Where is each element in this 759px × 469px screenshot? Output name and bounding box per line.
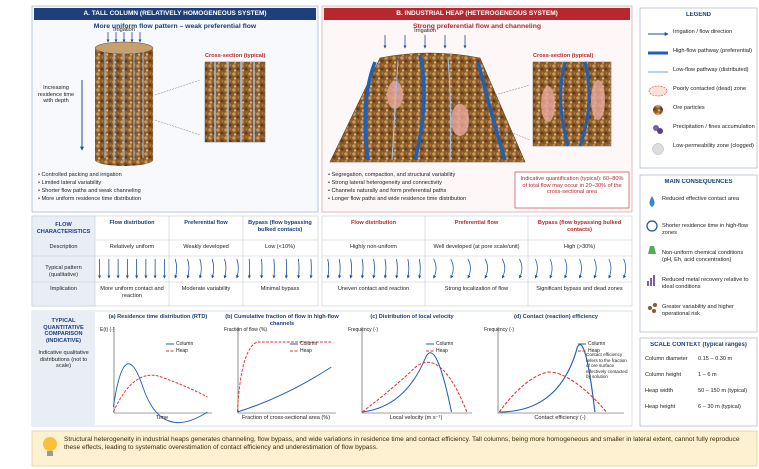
panel-subtitle: More uniform flow pattern – weak prefere… xyxy=(34,23,316,31)
legend-title: LEGEND xyxy=(640,12,757,19)
legend-label: Heap xyxy=(176,348,206,354)
consequence-item: Greater variability and higher operation… xyxy=(662,304,755,317)
y-axis-label: E(t) (-) xyxy=(100,327,160,333)
table-head: Preferential flow xyxy=(427,220,526,227)
label: Cross-section (typical) xyxy=(533,53,613,60)
side-note: Increasing residence time with depth xyxy=(35,85,77,105)
bullet: • Strong lateral heterogeneity and conne… xyxy=(328,180,513,187)
x-axis-label: Local velocity (m s⁻¹) xyxy=(356,415,476,422)
table-cell: Minimal bypass xyxy=(245,286,315,293)
x-axis-label: Contact efficiency (-) xyxy=(492,415,628,422)
table-cell: High (>30%) xyxy=(530,244,629,251)
bullet: • Controlled packing and irrigation xyxy=(38,172,238,179)
scale-value: 6 – 30 m (typical) xyxy=(698,404,756,411)
consequences-title: MAIN CONSEQUENCES xyxy=(640,179,757,186)
bullet: • Limited lateral variability xyxy=(38,180,238,187)
table-cell: Significant bypass and dead zones xyxy=(530,286,629,293)
panel-title: B. INDUSTRIAL HEAP (HETEROGENEOUS SYSTEM… xyxy=(324,10,630,18)
legend-label: Column xyxy=(176,341,206,347)
table-head: Flow distribution xyxy=(324,220,423,227)
legend-item: High-flow pathway (preferential) xyxy=(673,48,755,55)
table-row-label: Description xyxy=(34,244,93,251)
table-head: Bypass (flow bypassing bulked contacts) xyxy=(530,220,629,233)
table-cell: Relatively uniform xyxy=(97,244,167,251)
scale-title: SCALE CONTEXT (typical ranges) xyxy=(640,342,757,349)
table-cell: Moderate variability xyxy=(171,286,241,293)
y-axis-label: Fraction of flow (%) xyxy=(224,327,284,333)
artwork xyxy=(0,0,759,469)
panel-title: A. TALL COLUMN (RELATIVELY HOMOGENEOUS S… xyxy=(34,10,316,18)
consequence-item: Reduced metal recovery relative to ideal… xyxy=(662,277,755,290)
scale-label: Column diameter xyxy=(645,356,697,363)
table-cell: Highly non-uniform xyxy=(324,244,423,251)
legend-label: Column xyxy=(588,341,618,347)
legend-item: Low-flow pathway (distributed) xyxy=(673,67,755,74)
infographic: A. TALL COLUMN (RELATIVELY HOMOGENEOUS S… xyxy=(0,0,759,469)
bullet: • More uniform residence time distributi… xyxy=(38,196,238,203)
scale-label: Column height xyxy=(645,372,697,379)
consequence-item: Reduced effective contact area xyxy=(662,196,755,203)
plot-note: Contact efficiency refers to the fractio… xyxy=(586,352,628,380)
table-cell: Uneven contact and reaction xyxy=(324,286,423,293)
x-axis-label: Time xyxy=(108,415,216,422)
legend-item: Ore particles xyxy=(673,105,755,112)
scale-value: 0.15 – 0.30 m xyxy=(698,356,756,363)
legend-label: Column xyxy=(436,341,466,347)
table-row-label: Typical pattern (qualitative) xyxy=(34,265,93,278)
y-axis-label: Frequency (-) xyxy=(348,327,408,333)
table-row-header: FLOW CHARACTERISTICS xyxy=(34,222,93,235)
plot-title: (c) Distribution of local velocity xyxy=(346,314,478,321)
table-head: Preferential flow xyxy=(171,220,241,227)
quant-title: TYPICAL QUANTITATIVE COMPARISON (INDICAT… xyxy=(34,318,93,345)
bullet: • Longer flow paths and wide residence t… xyxy=(328,196,513,203)
table-cell: More uniform contact and reaction xyxy=(97,286,167,299)
y-axis-label: Frequency (-) xyxy=(484,327,544,333)
legend-item: Low-permeability zone (clogged) xyxy=(673,143,755,150)
table-cell: Strong localization of flow xyxy=(427,286,526,293)
x-axis-label: Fraction of cross-sectional area (%) xyxy=(232,415,340,422)
plot-title: (a) Residence time distribution (RTD) xyxy=(98,314,218,321)
label: Cross-section (typical) xyxy=(205,53,275,60)
table-head: Bypass (flow bypassing bulked contacts) xyxy=(245,220,315,233)
plot-title: (d) Contact (reaction) efficiency xyxy=(482,314,630,321)
label: Irrigation xyxy=(104,27,144,34)
label: Irrigation xyxy=(405,28,445,35)
legend-label: Heap xyxy=(300,348,330,354)
consequence-item: Shorter residence time in high-flow zone… xyxy=(662,223,755,236)
plot-title: (b) Cumulative fraction of flow in high-… xyxy=(222,314,342,327)
legend-item: Irrigation / flow direction xyxy=(673,29,755,36)
footer-text: Structural heterogeneity in industrial h… xyxy=(64,436,749,452)
table-cell: Weakly developed xyxy=(171,244,241,251)
quant-note: Indicative qualitative distributions (no… xyxy=(34,350,93,370)
legend-label: Column xyxy=(300,341,330,347)
table-head: Flow distribution xyxy=(97,220,167,227)
table-cell: Low (<10%) xyxy=(245,244,315,251)
scale-value: 1 – 6 m xyxy=(698,372,756,379)
panel-subtitle: Strong preferential flow and channeling xyxy=(324,23,630,31)
legend-label: Heap xyxy=(436,348,466,354)
table-row-label: Implication xyxy=(34,286,93,293)
legend-item: Poorly contacted (dead) zone xyxy=(673,86,755,93)
bullet: • Shorter flow paths and weak channeling xyxy=(38,188,238,195)
consequence-item: Non-uniform chemical conditions (pH, Eh,… xyxy=(662,250,755,263)
scale-label: Heap width xyxy=(645,388,697,395)
note: Indicative quantification (typical): 60–… xyxy=(518,176,626,196)
table-cell: Well developed (at pore scale/unit) xyxy=(427,244,526,251)
bullet: • Segregation, compaction, and structura… xyxy=(328,172,513,179)
bullet: • Channels naturally and form preferenti… xyxy=(328,188,513,195)
legend-item: Precipitation / fines accumulation xyxy=(673,124,755,131)
scale-label: Heap height xyxy=(645,404,697,411)
scale-value: 50 – 150 m (typical) xyxy=(698,388,756,395)
scale-frame xyxy=(640,338,757,426)
